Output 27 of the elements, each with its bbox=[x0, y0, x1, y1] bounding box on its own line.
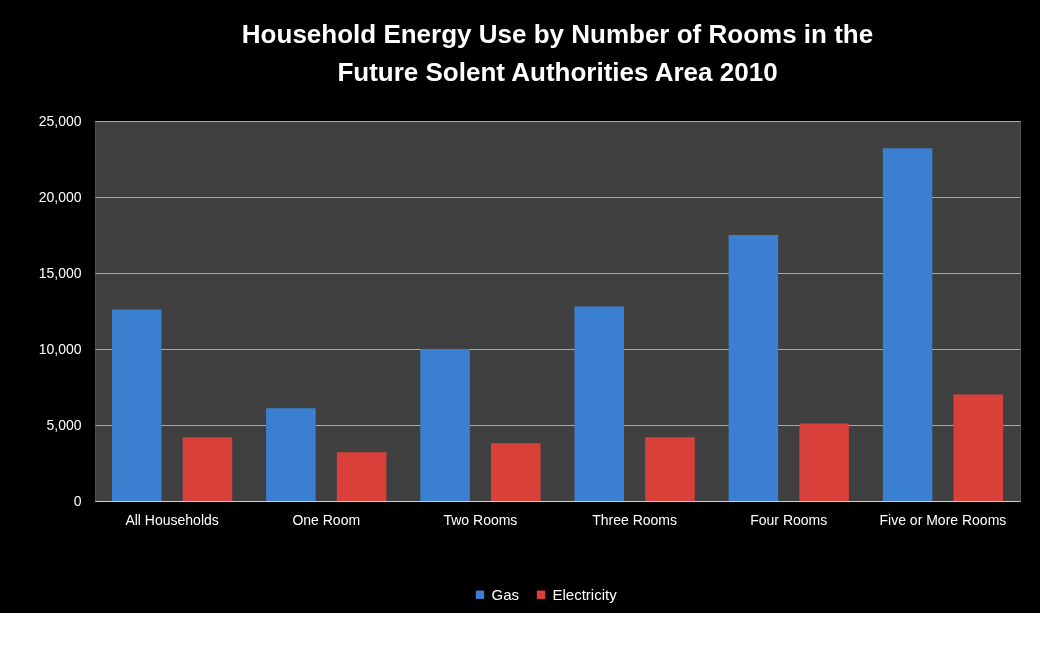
chart-title: Household Energy Use by Number of Rooms in the Future Solent Authorities Area 2010 bbox=[241, 19, 874, 87]
bar bbox=[336, 452, 387, 501]
x-tick-label: Five or More Rooms bbox=[879, 511, 1007, 528]
legend-label: Gas bbox=[491, 585, 520, 603]
bar bbox=[266, 408, 316, 501]
legend-label: Electricity bbox=[552, 585, 618, 603]
y-tick-label: 0 bbox=[73, 492, 82, 509]
bar bbox=[491, 443, 541, 501]
bar bbox=[645, 437, 695, 501]
bar bbox=[574, 306, 624, 501]
y-tick-label: 25,000 bbox=[38, 112, 82, 129]
bar bbox=[728, 235, 779, 501]
bar bbox=[882, 148, 933, 501]
x-tick-label: Four Rooms bbox=[750, 511, 828, 528]
y-tick-label: 10,000 bbox=[38, 340, 82, 357]
bar bbox=[182, 437, 233, 501]
bar bbox=[420, 349, 470, 501]
y-tick-label: 20,000 bbox=[38, 188, 82, 205]
y-tick-label: 15,000 bbox=[38, 264, 82, 281]
x-tick-label: All Households bbox=[125, 511, 219, 528]
y-tick-label: 5,000 bbox=[46, 416, 82, 433]
bar bbox=[953, 394, 1004, 501]
bar bbox=[799, 423, 849, 501]
x-tick-label: One Room bbox=[292, 511, 361, 528]
x-tick-label: Two Rooms bbox=[443, 511, 518, 528]
bar bbox=[111, 309, 162, 501]
x-tick-label: Three Rooms bbox=[592, 511, 677, 528]
